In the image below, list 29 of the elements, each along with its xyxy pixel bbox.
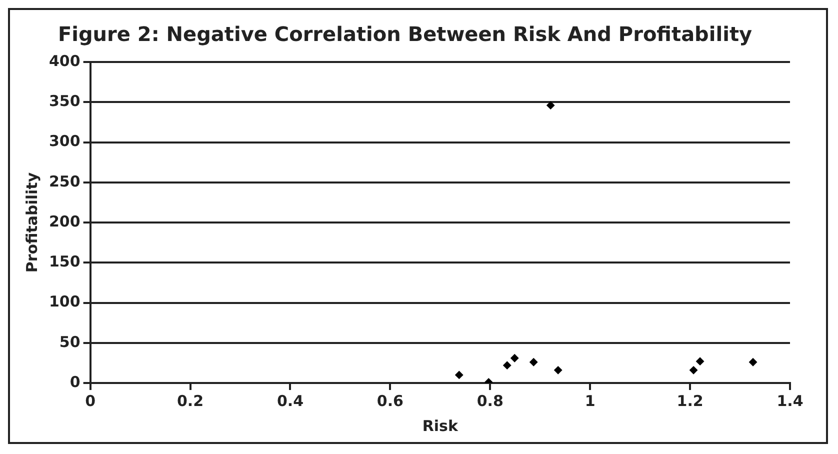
y-tick-label: 100 bbox=[49, 292, 80, 311]
point bbox=[696, 357, 704, 366]
y-tick-label: 150 bbox=[49, 252, 80, 271]
x-tick-label: 0.4 bbox=[276, 392, 304, 410]
x-tick-label: 1 bbox=[584, 392, 596, 410]
y-tick-label: 400 bbox=[49, 52, 80, 70]
x-tick-label: 0 bbox=[85, 392, 96, 410]
point bbox=[554, 366, 562, 374]
x-tick-label: 1.4 bbox=[776, 392, 804, 410]
point bbox=[530, 358, 538, 366]
y-axis-title: Profitability bbox=[22, 172, 41, 273]
point bbox=[503, 361, 512, 370]
point bbox=[749, 358, 758, 366]
x-tick-label: 0.2 bbox=[176, 392, 204, 410]
y-tick-label: 200 bbox=[49, 212, 80, 230]
chart-title: Figure 2: Negative Correlation Between Risk And Profitability bbox=[58, 22, 752, 46]
point bbox=[455, 370, 464, 379]
point bbox=[690, 366, 698, 374]
y-tick-label: 0 bbox=[70, 372, 80, 391]
y-tick-label: 350 bbox=[49, 92, 80, 110]
point bbox=[510, 354, 519, 362]
y-tick-label: 50 bbox=[59, 332, 80, 351]
x-tick-label: 0.8 bbox=[476, 392, 504, 410]
x-tick-label: 1.2 bbox=[676, 392, 704, 410]
y-tick-label: 250 bbox=[49, 172, 80, 190]
x-tick-label: 0.6 bbox=[376, 392, 404, 410]
point bbox=[546, 101, 555, 110]
y-tick-label: 300 bbox=[49, 132, 80, 150]
x-axis-title: Risk bbox=[422, 416, 459, 435]
